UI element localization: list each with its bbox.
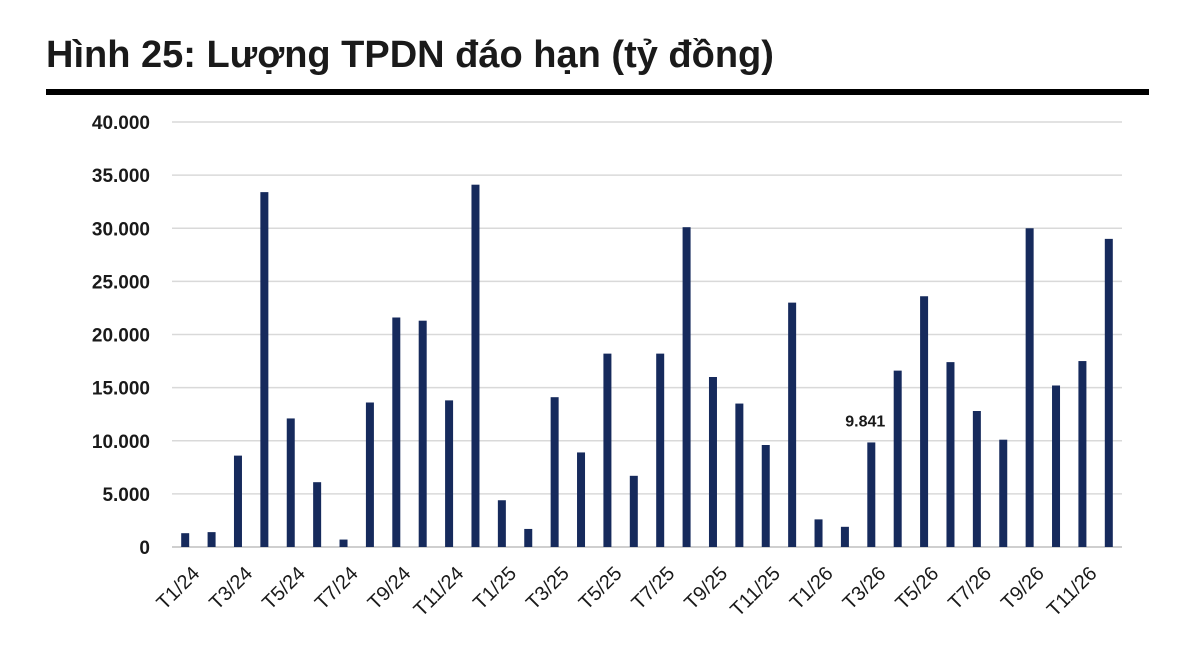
x-tick-label: T9/25 — [680, 563, 732, 615]
bar-T1/25 — [497, 500, 506, 547]
x-tick-label: T7/24 — [311, 563, 363, 615]
bar-T12/25 — [788, 302, 797, 547]
y-tick-label: 20.000 — [92, 326, 150, 347]
bar-T3/26 — [867, 442, 876, 547]
bar-T9/25 — [708, 377, 717, 547]
bar-T8/24 — [365, 402, 374, 547]
bar-T10/24 — [418, 320, 427, 547]
x-tick-label: T5/26 — [892, 563, 944, 615]
bar-T10/25 — [735, 403, 744, 547]
x-tick-label: T1/24 — [153, 563, 205, 615]
bar-T2/25 — [524, 528, 533, 547]
bar-T6/24 — [313, 482, 322, 547]
x-tick-label: T3/24 — [205, 563, 257, 615]
bar-T8/25 — [682, 227, 691, 547]
bar-T3/25 — [550, 397, 559, 547]
bar-T2/24 — [207, 532, 216, 547]
bar-T7/26 — [972, 411, 981, 547]
bar-T5/26 — [920, 296, 929, 547]
y-tick-label: 30.000 — [92, 219, 150, 240]
title-rule — [46, 89, 1149, 95]
x-tick-label: T5/24 — [258, 563, 310, 615]
bar-T12/26 — [1104, 238, 1113, 547]
x-tick-label: T11/25 — [726, 563, 785, 622]
bar-T3/24 — [233, 455, 242, 547]
x-tick-label: T1/26 — [786, 563, 838, 615]
x-tick-label: T1/25 — [469, 563, 521, 615]
y-tick-label: 15.000 — [92, 379, 150, 400]
bar-T7/25 — [656, 353, 665, 547]
x-tick-label: T5/25 — [575, 563, 627, 615]
bar-T12/24 — [471, 184, 480, 547]
bar-T9/26 — [1025, 228, 1034, 547]
y-tick-label: 10.000 — [92, 432, 150, 453]
bar-T10/26 — [1052, 385, 1061, 547]
data-labels: 9.841 — [845, 413, 885, 430]
bar-T6/25 — [629, 475, 638, 547]
x-tick-label: T3/25 — [522, 563, 574, 615]
bar-T11/25 — [761, 445, 770, 547]
bar-T5/24 — [286, 418, 295, 547]
x-tick-label: T11/26 — [1043, 563, 1102, 622]
bar-T4/26 — [893, 370, 902, 547]
y-tick-label: 5.000 — [102, 485, 150, 506]
y-tick-label: 40.000 — [92, 113, 150, 134]
bar-T4/25 — [577, 452, 586, 547]
x-tick-label: T7/26 — [944, 563, 996, 615]
x-tick-label: T11/24 — [410, 563, 469, 622]
y-tick-label: 0 — [139, 538, 150, 559]
x-tick-label: T7/25 — [628, 563, 680, 615]
bar-T1/24 — [181, 533, 190, 547]
x-tick-label: T9/26 — [997, 563, 1049, 615]
y-axis-ticks: 0 5.000 10.000 15.000 20.000 25.000 30.000 35.0… — [92, 113, 150, 559]
bar-T2/26 — [840, 526, 849, 547]
bar-T9/24 — [392, 317, 401, 547]
bars — [181, 184, 1113, 547]
x-tick-label: T9/24 — [364, 563, 416, 615]
bar-T4/24 — [260, 192, 269, 547]
bar-T8/26 — [999, 439, 1008, 547]
bar-T5/25 — [603, 353, 612, 547]
x-tick-label: T3/26 — [839, 563, 891, 615]
gridlines — [172, 121, 1122, 548]
bar-T6/26 — [946, 362, 955, 547]
y-tick-label: 35.000 — [92, 166, 150, 187]
bar-T7/24 — [339, 539, 348, 547]
data-label: 9.841 — [845, 413, 885, 430]
bar-T11/26 — [1078, 361, 1087, 547]
y-tick-label: 25.000 — [92, 272, 150, 293]
chart-title: Hình 25: Lượng TPDN đáo hạn (tỷ đồng) — [46, 34, 774, 76]
bar-T1/26 — [814, 519, 823, 547]
bar-T11/24 — [445, 400, 454, 547]
